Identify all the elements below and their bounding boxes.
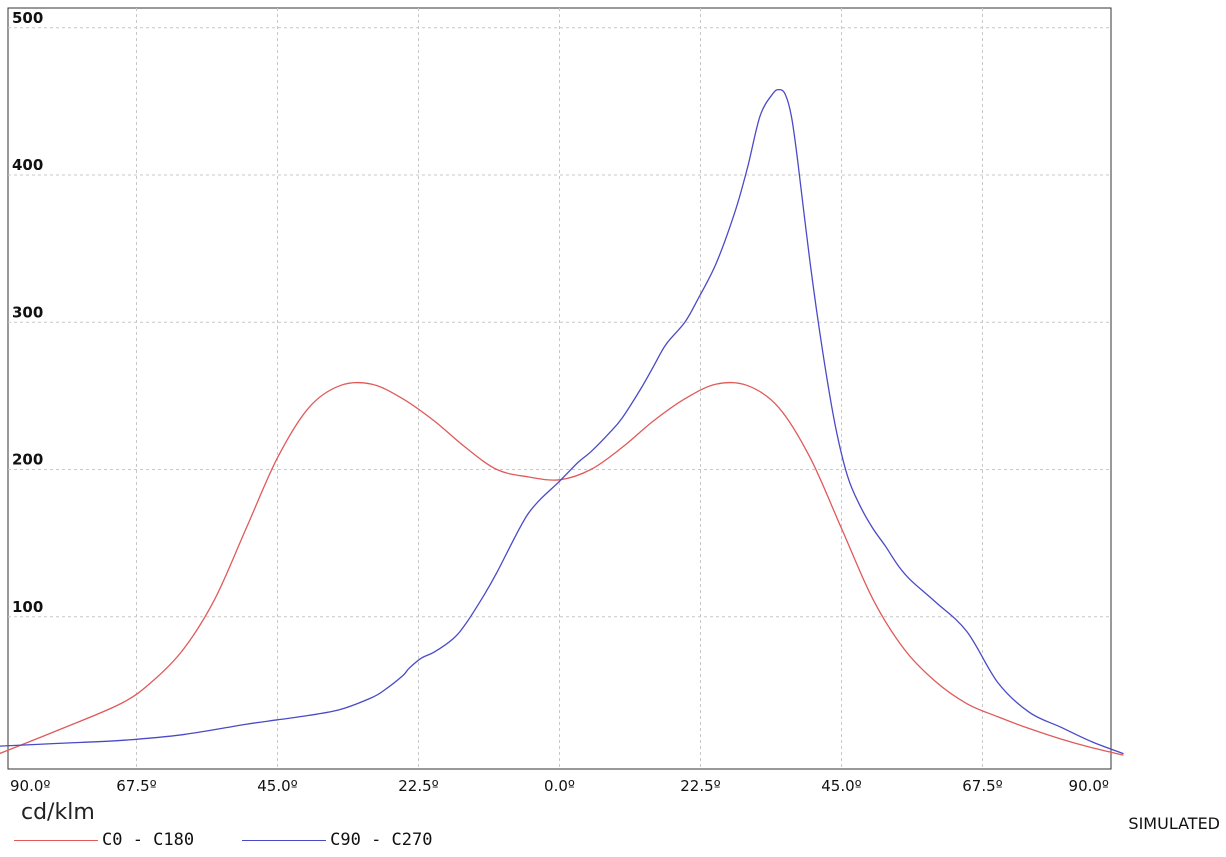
legend-item-c90-c270: C90 - C270 [242,830,432,850]
unit-label: cd/klm [21,800,95,825]
legend-swatch [242,839,327,841]
grid [8,8,1111,769]
y-tick-label: 500 [12,9,43,27]
y-tick-label: 100 [12,598,43,616]
legend-item-c0-c180: C0 - C180 [14,830,194,850]
x-tick-label: 67.5º [962,777,1002,795]
x-tick-label: 45.0º [821,777,861,795]
y-axis: 100 200 300 400 500 [12,9,43,616]
series-group [0,88,1124,756]
legend-label: C90 - C270 [330,830,433,850]
legend-label: C0 - C180 [102,830,195,850]
x-tick-label: 22.5º [398,777,438,795]
simulated-label: SIMULATED [1128,814,1220,833]
y-tick-label: 300 [12,303,43,321]
x-tick-label: 22.5º [680,777,720,795]
x-tick-label: 90.0º [10,777,50,795]
legend: C0 - C180 C90 - C270 [14,830,480,850]
y-tick-label: 400 [12,156,43,174]
x-axis: 90.0º 67.5º 45.0º 22.5º 0.0º 22.5º 45.0º 67.5º 9… [10,777,1109,795]
legend-swatch [14,839,98,841]
x-tick-label: 0.0º [544,777,575,795]
x-tick-label: 90.0º [1069,777,1109,795]
series-line-c90-c270 [0,88,1124,755]
x-tick-label: 67.5º [116,777,156,795]
y-tick-label: 200 [12,451,43,469]
series-line-c0-c180 [0,381,1124,756]
x-tick-label: 45.0º [257,777,297,795]
